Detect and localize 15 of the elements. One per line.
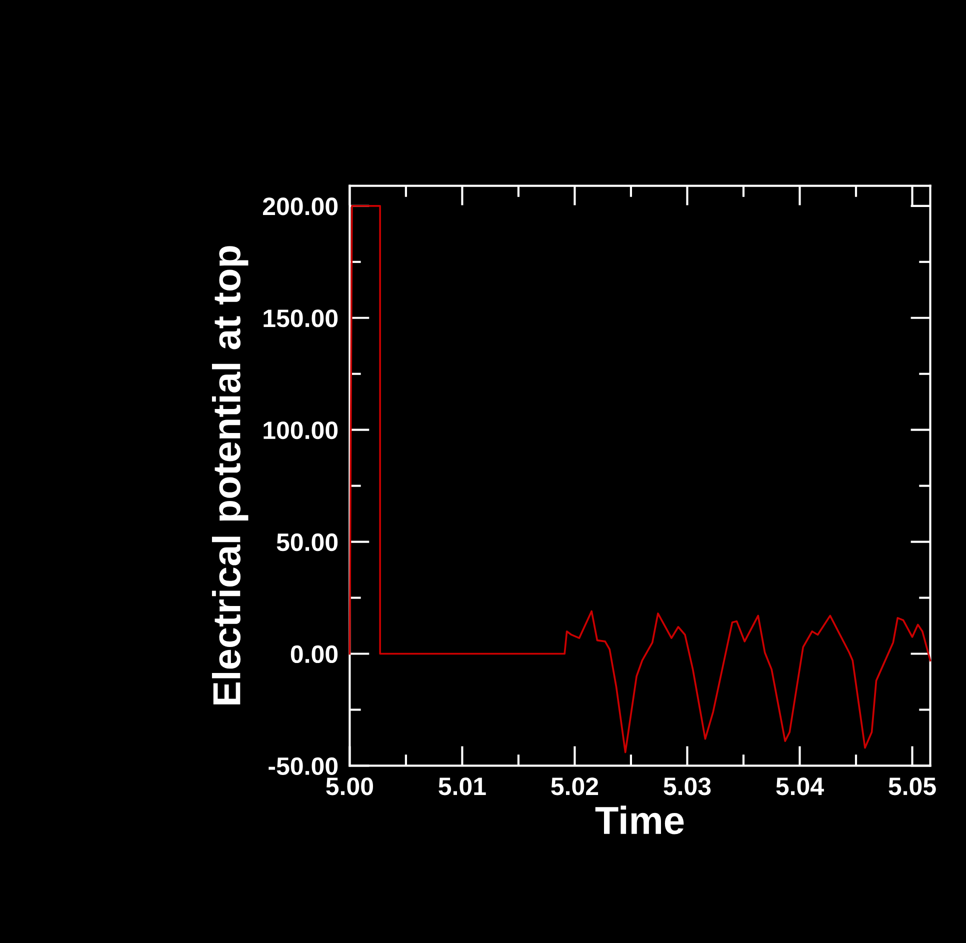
y-axis-title: Electrical potential at top [212, 246, 248, 704]
x-tick-label: 5.02 [551, 777, 598, 796]
y-tick-label: 150.00 [264, 309, 338, 328]
x-tick-label: 5.04 [776, 777, 824, 796]
line-series [348, 205, 932, 754]
x-tick-label: 5.01 [438, 777, 486, 796]
x-tick-label: 5.03 [664, 777, 711, 796]
x-axis-title: Time [595, 806, 684, 834]
y-tick-label: 0.00 [290, 645, 338, 664]
y-tick-label: 50.00 [276, 533, 338, 552]
y-tick-label: 100.00 [264, 421, 338, 440]
y-tick-label: -50.00 [268, 757, 338, 776]
x-tick-label: 5.05 [888, 777, 936, 796]
y-tick-label: 200.00 [262, 198, 338, 216]
x-tick-label: 5.00 [326, 777, 373, 796]
